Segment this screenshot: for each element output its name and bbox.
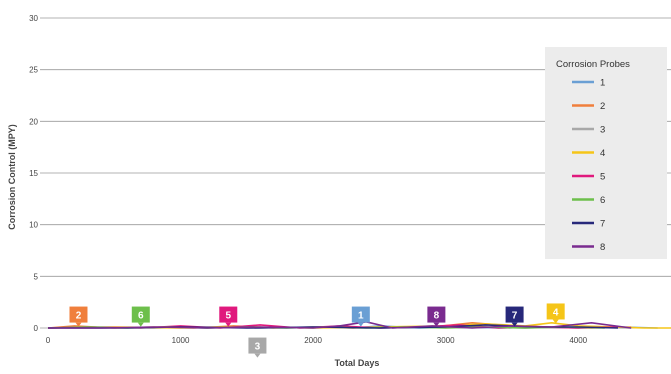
probe-label-box bbox=[505, 306, 524, 323]
y-tick-label: 25 bbox=[29, 66, 38, 75]
probe-label-4: 4 bbox=[546, 303, 565, 324]
legend-label-8: 8 bbox=[600, 242, 605, 253]
probe-label-pointer bbox=[552, 319, 559, 324]
legend-title: Corrosion Probes bbox=[556, 59, 630, 70]
probe-label-box bbox=[131, 306, 150, 323]
legend-label-4: 4 bbox=[600, 148, 605, 159]
y-tick-label: 5 bbox=[34, 272, 39, 281]
x-tick-label: 3000 bbox=[437, 336, 455, 345]
probe-label-box bbox=[351, 306, 370, 323]
legend-label-5: 5 bbox=[600, 172, 605, 183]
y-tick-label: 10 bbox=[29, 221, 38, 230]
probe-label-box bbox=[427, 306, 446, 323]
y-tick-label: 20 bbox=[29, 117, 38, 126]
probe-label-text: 4 bbox=[553, 307, 559, 318]
probe-label-pointer bbox=[433, 322, 440, 327]
legend-label-7: 7 bbox=[600, 219, 605, 230]
probe-label-5: 5 bbox=[219, 306, 238, 327]
y-axis-title: Corrosion Control (MPY) bbox=[7, 124, 17, 230]
probe-label-text: 8 bbox=[434, 311, 440, 322]
probe-label-8: 8 bbox=[427, 306, 446, 327]
probe-label-1: 1 bbox=[351, 306, 370, 327]
y-tick-label: 15 bbox=[29, 169, 38, 178]
probe-label-text: 2 bbox=[76, 311, 82, 322]
legend-label-2: 2 bbox=[600, 101, 605, 112]
probe-label-7: 7 bbox=[505, 306, 524, 327]
probe-label-pointer bbox=[75, 322, 82, 327]
legend-label-1: 1 bbox=[600, 78, 605, 89]
y-tick-label: 0 bbox=[34, 324, 39, 333]
probe-label-text: 6 bbox=[138, 311, 144, 322]
probe-label-text: 5 bbox=[225, 311, 231, 322]
y-tick-label: 30 bbox=[29, 14, 38, 23]
legend-label-3: 3 bbox=[600, 125, 605, 136]
probe-label-box bbox=[248, 337, 267, 354]
x-tick-label: 0 bbox=[46, 336, 51, 345]
probe-label-pointer bbox=[357, 322, 364, 327]
probe-label-pointer bbox=[225, 322, 232, 327]
probe-label-text: 1 bbox=[358, 311, 364, 322]
probe-label-2: 2 bbox=[69, 306, 88, 327]
probe-label-text: 7 bbox=[512, 311, 518, 322]
x-tick-label: 4000 bbox=[569, 336, 587, 345]
probe-label-text: 3 bbox=[255, 342, 261, 353]
x-axis-title: Total Days bbox=[335, 358, 380, 368]
probe-label-pointer bbox=[511, 322, 518, 327]
probe-label-pointer bbox=[137, 322, 144, 327]
probe-label-3: 3 bbox=[248, 337, 267, 358]
legend-label-6: 6 bbox=[600, 195, 605, 206]
x-tick-label: 2000 bbox=[304, 336, 322, 345]
probe-label-pointer bbox=[254, 353, 261, 358]
legend: Corrosion Probes 1 2 3 4 5 6 7 8 bbox=[545, 47, 667, 259]
x-tick-label: 1000 bbox=[172, 336, 190, 345]
probe-label-box bbox=[69, 306, 88, 323]
probe-label-box bbox=[546, 303, 565, 320]
legend-box bbox=[545, 47, 667, 259]
probe-label-6: 6 bbox=[131, 306, 150, 327]
probe-label-box bbox=[219, 306, 238, 323]
